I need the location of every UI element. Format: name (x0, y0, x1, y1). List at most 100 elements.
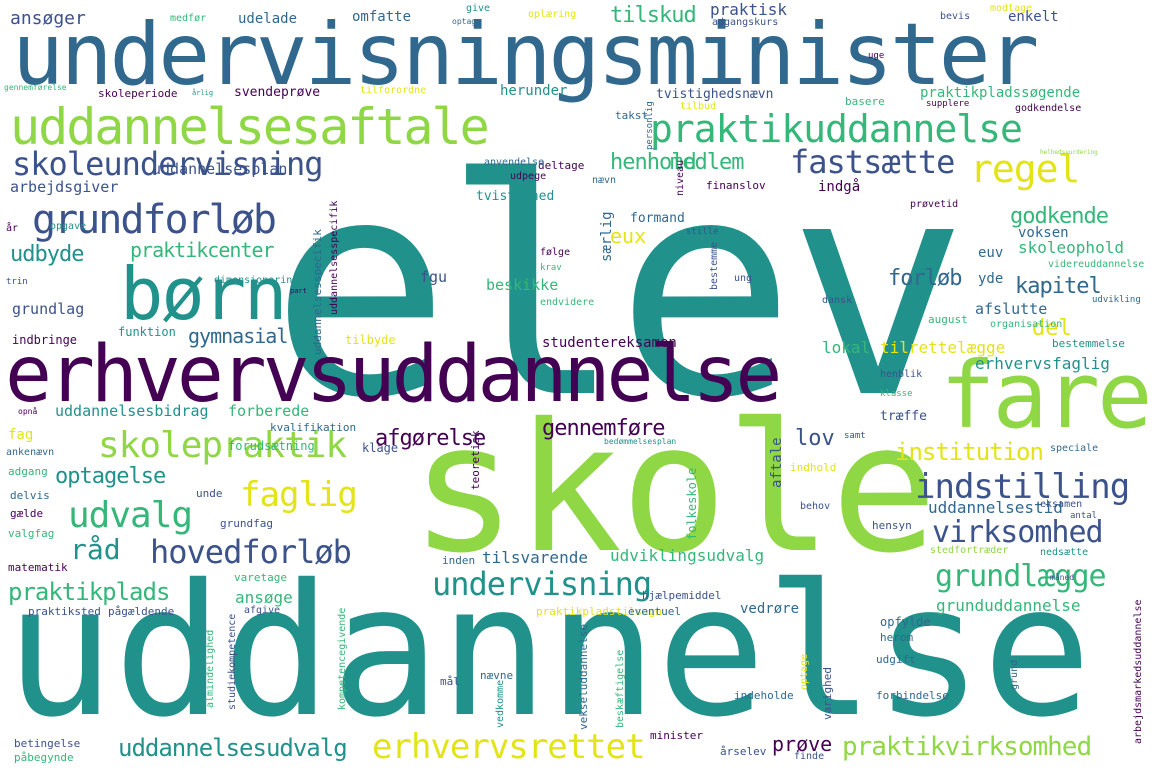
word-videreuddannelse: videreuddannelse (1048, 259, 1145, 270)
word-dimensionering: dimensionering (214, 275, 299, 286)
word-praktikvirksomhed: praktikvirksomhed (842, 732, 1092, 762)
word-afgoerelse: afgørelse (375, 426, 486, 451)
word-eksamen: eksamen (1040, 499, 1083, 510)
word-bedoemmelsesplan: bedømmelsesplan (604, 437, 677, 446)
word-adgang: adgang (8, 465, 48, 478)
word-helhedsvurdering: helhedsvurdering (1040, 149, 1098, 156)
word-institution: institution (895, 438, 1044, 466)
word-paagaeldende: pågældende (108, 605, 175, 618)
word-studiekompetence: studiekompetence (227, 613, 238, 710)
word-klasse: klasse (880, 389, 913, 399)
word-praktisk: praktisk (710, 0, 788, 19)
word-vedroere: vedrøre (740, 601, 800, 617)
word-bestemme: bestemme (709, 241, 720, 290)
word-boern: børn (120, 252, 287, 336)
word-arbejdsgiver: arbejdsgiver (10, 178, 119, 196)
word-vedkomme: vedkomme (495, 679, 506, 728)
word-kapitel: kapitel (1015, 274, 1102, 299)
word-august: august (928, 313, 968, 326)
word-eux: eux (610, 224, 647, 248)
word-almindelighed: almindelighed (205, 629, 216, 708)
word-praktikuddannelse: praktikuddannelse (650, 107, 1023, 151)
word-uddannelsesspecifik: uddannelsesspecifik (329, 200, 340, 315)
word-udviklingsudvalg-v: uddannelsesspecifik (311, 229, 324, 355)
word-paabegynde: påbegynde (14, 751, 74, 764)
word-indbringe: indbringe (12, 333, 78, 347)
word-saerlig: særlig (599, 211, 615, 262)
word-beskaeftigelse: beskæftigelse (615, 649, 626, 728)
word-takst: takst (615, 109, 649, 122)
word-optag: optag (452, 17, 477, 26)
word-forloeb: forløb (888, 266, 962, 291)
word-oplaering: oplæring (528, 9, 577, 20)
word-naevne: nævne (480, 669, 514, 682)
word-medfoer: medfør (170, 13, 207, 24)
word-virksomhed: virksomhed (932, 515, 1104, 550)
word-indeholde: indeholde (734, 689, 794, 702)
word-studentereksamen: studentereksamen (542, 335, 677, 351)
word-fag: fag (8, 427, 34, 443)
word-tilbud: tilbud (680, 101, 717, 112)
word-ung: ung (734, 273, 753, 284)
word-unde: unde (196, 487, 223, 500)
word-tilrettelaegge: tilrettelægge (880, 338, 1006, 357)
word-formand: formand (630, 211, 685, 226)
word-udvalg: udvalg (68, 495, 193, 536)
word-deltage: deltage (538, 159, 585, 172)
word-grundfag: grundfag (220, 517, 273, 530)
word-arbejdsmarkedsuddannelse: arbejdsmarkedsuddannelse (1133, 599, 1144, 745)
word-grundlaegge: grundlægge (935, 559, 1107, 594)
word-hovedforloeb: hovedforløb (150, 533, 352, 571)
word-udviklingsudvalg: udviklingsudvalg (610, 546, 765, 565)
word-ankenaevn: ankenævn (6, 447, 55, 458)
word-inden: inden (442, 554, 476, 567)
word-praktikpladssoegende: praktikpladssøgende (920, 85, 1081, 101)
word-hensyn: hensyn (872, 519, 912, 532)
word-fare: fare (940, 342, 1153, 449)
word-teoretisk: teoretisk (469, 430, 482, 490)
word-behov: behov (800, 501, 831, 512)
word-herom: herom (880, 631, 914, 644)
word-anvendelse: anvendelse (484, 157, 545, 168)
word-tilsvarende: tilsvarende (482, 548, 588, 567)
word-delvis: delvis (10, 489, 50, 502)
word-aar: år (6, 223, 19, 234)
word-aftale: aftale (769, 437, 785, 488)
word-udvikling: udvikling (1092, 295, 1141, 305)
word-praktikcenter: praktikcenter (130, 238, 275, 262)
word-yde: yde (978, 271, 1004, 287)
word-krav: krav (540, 263, 562, 273)
word-samt: samt (844, 431, 866, 441)
word-klage: klage (362, 441, 399, 455)
word-organisation: organisation (990, 319, 1063, 330)
word-uge: uge (868, 51, 885, 61)
word-forbindelse: forbindelse (876, 689, 949, 702)
word-elev: elev (270, 115, 968, 464)
word-afslutte: afslutte (975, 300, 1048, 318)
word-opnaa: opnå (18, 407, 38, 416)
word-voksen: voksen (1018, 225, 1069, 241)
word-ansoege: ansøge (235, 588, 293, 607)
word-herunder: herunder (500, 83, 568, 99)
word-varighed: varighed (821, 667, 834, 720)
word-praktikplads: praktikplads (8, 578, 170, 606)
word-endvidere: endvidere (540, 297, 595, 308)
word-aarselev: årselev (720, 745, 767, 758)
word-optage: optage (799, 653, 810, 690)
word-lokal: lokal (822, 338, 871, 357)
word-henblik: henblik (880, 369, 923, 380)
word-medlem: medlem (670, 150, 744, 175)
word-hjaelpemiddel: hjælpemiddel (642, 589, 722, 602)
word-optagelse: optagelse (55, 464, 166, 489)
word-raad: råd (70, 533, 121, 566)
word-bestemmelse: bestemmelse (1052, 337, 1125, 350)
word-varetage: varetage (234, 571, 287, 584)
word-folkeskole: folkeskole (685, 467, 699, 540)
word-trin: trin (6, 277, 28, 287)
word-udgift: udgift (876, 653, 916, 666)
word-godkende: godkende (1010, 204, 1109, 229)
word-vekseluddannelse: vekseluddannelse (577, 624, 590, 730)
word-tilbyde: tilbyde (345, 333, 396, 347)
word-skole: skole (410, 385, 938, 592)
word-undervisning: undervisning (432, 565, 652, 603)
